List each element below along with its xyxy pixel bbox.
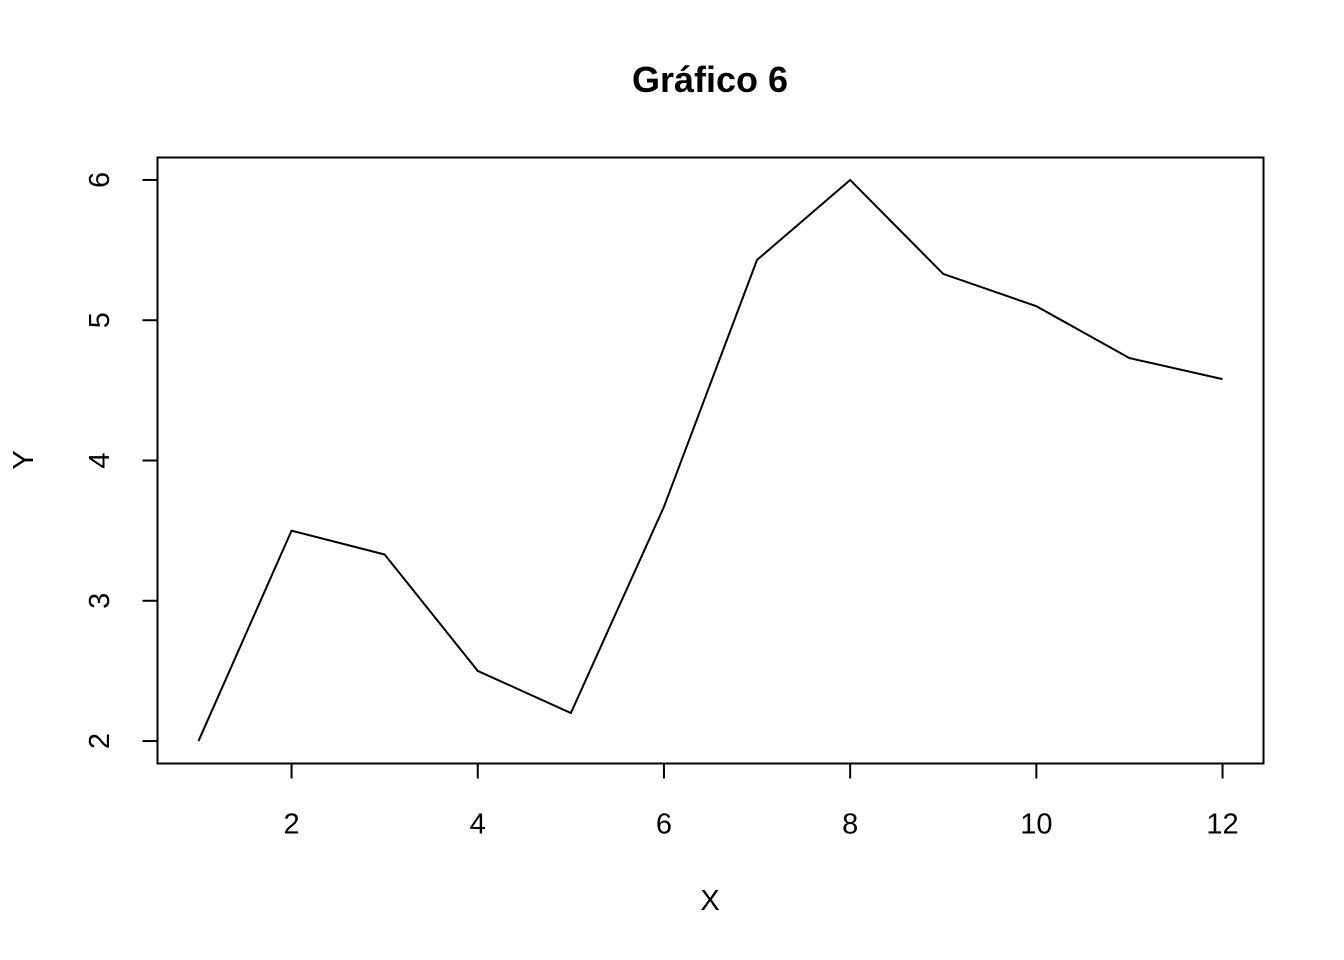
plot-area-border bbox=[156, 156, 1265, 765]
x-tick-label: 8 bbox=[842, 809, 858, 841]
chart-title: Gráfico 6 bbox=[632, 59, 788, 100]
x-axis-label: X bbox=[700, 885, 719, 917]
series-group bbox=[197, 178, 1223, 742]
y-tick-label: 2 bbox=[84, 733, 116, 749]
y-tick-label: 3 bbox=[84, 593, 116, 609]
series-line-1 bbox=[197, 178, 1223, 742]
y-tick-label: 4 bbox=[84, 452, 116, 468]
y-tick-label: 5 bbox=[84, 312, 116, 328]
x-tick-label: 4 bbox=[470, 809, 486, 841]
x-tick-label: 12 bbox=[1206, 809, 1238, 841]
x-axis: 2 4 6 8 10 12 bbox=[283, 762, 1239, 841]
x-tick-label: 10 bbox=[1020, 809, 1052, 841]
y-axis: 2 3 4 5 6 bbox=[84, 172, 159, 749]
x-tick-label: 6 bbox=[656, 809, 672, 841]
y-tick-label: 6 bbox=[84, 172, 116, 188]
x-tick-label: 2 bbox=[283, 809, 299, 841]
y-axis-label: Y bbox=[8, 450, 40, 469]
